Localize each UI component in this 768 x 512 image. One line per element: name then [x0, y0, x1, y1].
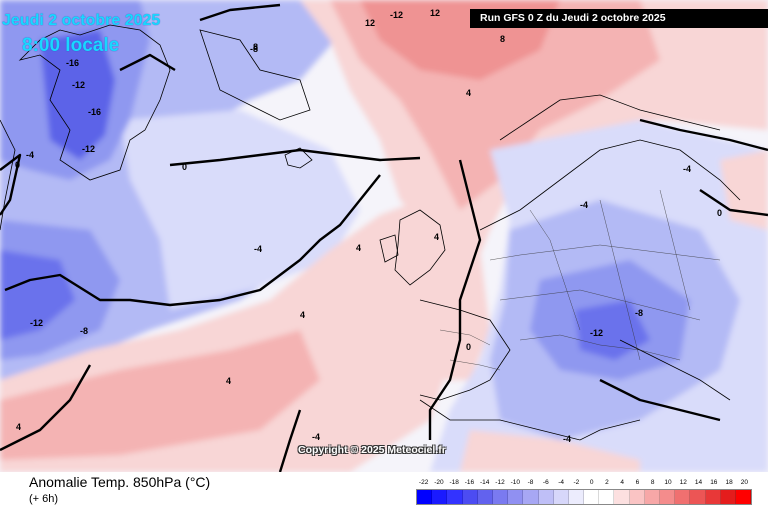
contour-label: 4 [226, 376, 231, 386]
anomaly-zone-europe-cold4 [575, 300, 650, 360]
legend-swatch [508, 490, 524, 504]
legend-swatch [644, 490, 660, 504]
contour-label: 4 [466, 88, 471, 98]
temperature-anomaly-map: -16 -12 -16 -12 -4 -8 -4 -12 -8 0 4 8 12… [0, 0, 768, 472]
legend-bar: Anomalie Temp. 850hPa (°C) (+ 6h) -22 -20… [0, 472, 768, 512]
contour-label: 0 [466, 342, 471, 352]
legend-swatch [462, 490, 478, 504]
run-banner: Run GFS 0 Z du Jeudi 2 octobre 2025 [470, 9, 768, 28]
legend-tick-label: -12 [495, 479, 505, 486]
legend-tick-label: -2 [573, 479, 580, 486]
legend-tick-label: -20 [434, 479, 444, 486]
legend-swatch [629, 490, 645, 504]
forecast-date: Jeudi 2 octobre 2025 [2, 12, 161, 29]
contour-label: 0 [182, 162, 187, 172]
legend-tick-label: 18 [725, 479, 733, 486]
legend-swatch [432, 490, 448, 504]
legend-swatch [523, 490, 539, 504]
legend-swatch [735, 490, 752, 504]
anomaly-zone-subtropic-warm2 [0, 330, 320, 460]
map-name: Anomalie Temp. 850hPa (°C) [29, 474, 211, 490]
legend-tick-label: 2 [605, 479, 609, 486]
contour-label: 4 [434, 232, 439, 242]
contour-label: -4 [312, 432, 320, 442]
legend-tick-label: 16 [710, 479, 718, 486]
contour-label: -12 [30, 318, 43, 328]
legend-tick-label: 8 [650, 479, 655, 486]
legend-swatch [553, 490, 569, 504]
legend-tick-label: 4 [620, 479, 624, 486]
legend-swatch [447, 490, 463, 504]
legend-swatch [599, 490, 615, 504]
contour-label: -4 [580, 200, 588, 210]
legend-tick-label: -18 [449, 479, 459, 486]
contour-label: 4 [356, 243, 361, 253]
anomaly-zone-europe-west-warm [380, 210, 490, 380]
contour-label: -4 [254, 244, 262, 254]
copyright: Copyright © 2025 Meteociel.fr [298, 444, 446, 456]
contour-label: -12 [390, 10, 403, 20]
contour-label: 8 [500, 34, 505, 44]
coastlines [0, 24, 741, 441]
legend-tick-label: 20 [740, 479, 748, 486]
contour-label: 12 [430, 8, 440, 18]
legend-tick-label: -22 [418, 479, 429, 486]
contour-label: 4 [300, 310, 305, 320]
contour-label: -12 [72, 80, 85, 90]
legend-swatch [538, 490, 554, 504]
contour-label: -8 [250, 44, 258, 54]
contour-label: 8 [253, 42, 258, 52]
contour-label: -16 [66, 58, 79, 68]
legend-swatch [584, 490, 600, 504]
legend-tick-label: 14 [694, 479, 703, 486]
contour-label: -8 [635, 308, 643, 318]
legend-swatch [690, 490, 706, 504]
contour-label: -16 [88, 107, 101, 117]
contour-label: 0 [717, 208, 722, 218]
contour-label: -4 [563, 434, 571, 444]
legend-swatch [417, 490, 433, 504]
contour-label: -4 [683, 164, 691, 174]
legend-tick-label: 10 [664, 479, 672, 486]
legend-tick-label: -10 [510, 479, 520, 486]
legend-tick-label: -8 [527, 479, 534, 486]
contour-label-group: -16 -12 -16 -12 -4 -8 -4 -12 -8 0 4 8 12… [15, 8, 722, 444]
legend-swatch [660, 490, 676, 504]
contour-label: -4 [26, 150, 34, 160]
legend-swatch [720, 490, 736, 504]
legend-tick-label: -4 [558, 479, 564, 486]
anomaly-zone-greenland-strong [40, 30, 115, 160]
legend-swatch [492, 490, 509, 504]
legend-swatch [477, 490, 493, 504]
contour-label: 12 [365, 18, 375, 28]
forecast-offset: (+ 6h) [29, 493, 59, 505]
forecast-time: 8:00 locale [22, 35, 120, 56]
contour-label: 4 [16, 422, 21, 432]
legend-tick-label: 12 [679, 479, 687, 486]
legend-swatch [568, 490, 585, 504]
contour-label: 0 [15, 160, 20, 170]
forecast-map: -16 -12 -16 -12 -4 -8 -4 -12 -8 0 4 8 12… [0, 0, 768, 472]
legend-swatch [675, 490, 691, 504]
contour-label: -12 [82, 144, 95, 154]
anomaly-zone-west-strong [0, 250, 75, 340]
legend-color-scale [416, 489, 752, 505]
contour-label: -12 [590, 328, 603, 338]
legend-tick-label: -6 [542, 479, 549, 486]
legend-tick-label: -14 [480, 479, 490, 486]
legend-tick-label: 0 [589, 479, 594, 486]
legend-labels: -22 -20 -18 -16 -14 -12 -10 -8 -6 -4 -2 0 2 4 6 8 10 12 14… [416, 479, 752, 489]
isotherm-contours [0, 3, 768, 472]
legend-tick-label: 6 [635, 479, 640, 486]
legend-swatch [614, 490, 630, 504]
borders [439, 189, 721, 371]
contour-label: -8 [80, 326, 88, 336]
legend-tick-label: -16 [464, 479, 475, 486]
legend-swatch [705, 490, 721, 504]
anomaly-zone-south-warm [460, 430, 640, 472]
